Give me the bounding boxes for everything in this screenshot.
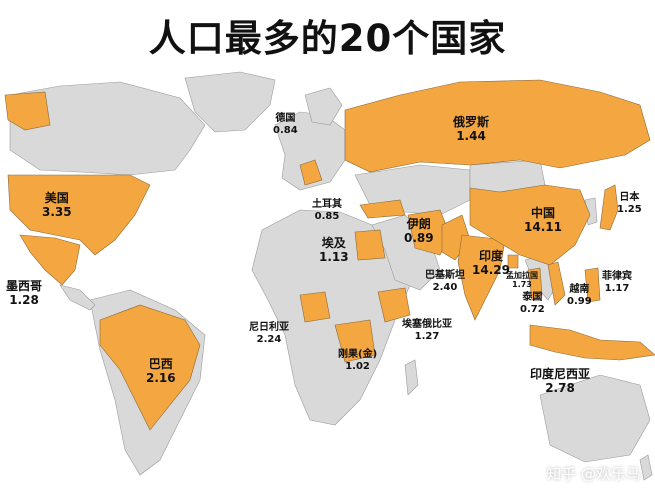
nigeria-shape	[299, 291, 331, 323]
thailand-shape	[527, 267, 543, 301]
vietnam-shape	[547, 261, 566, 306]
philippines-shape	[584, 267, 601, 303]
label-drcongo: 刚果(金) 1.02	[338, 349, 378, 372]
page-title: 人口最多的20个国家	[148, 17, 507, 60]
label-vietnam: 越南 0.99	[567, 284, 592, 307]
label-nigeria: 尼日利亚 2.24	[249, 322, 289, 345]
ethiopia-shape	[377, 287, 411, 323]
japan-shape	[599, 184, 619, 231]
label-brazil: 巴西 2.16	[146, 357, 176, 385]
bangladesh-shape	[507, 254, 519, 269]
mexico-shape	[19, 234, 81, 286]
label-bangladesh: 孟加拉国 1.73	[506, 271, 538, 290]
label-egypt: 埃及 1.13	[319, 236, 349, 264]
label-indonesia: 印度尼西亚 2.78	[530, 367, 591, 395]
drcongo-shape	[334, 319, 376, 363]
label-turkey: 土耳其 0.85	[312, 199, 342, 222]
alaska-shape	[4, 91, 51, 131]
label-mexico: 墨西哥 1.28	[6, 279, 43, 307]
russia-shape	[344, 79, 651, 173]
label-russia: 俄罗斯 1.44	[453, 115, 490, 143]
label-philippines: 菲律宾 1.17	[602, 271, 632, 294]
world-map	[4, 71, 655, 481]
china-shape	[469, 184, 591, 266]
turkey-shape	[359, 199, 406, 219]
label-india: 印度 14.29	[472, 249, 510, 277]
label-pakistan: 巴基斯坦 2.40	[425, 270, 465, 293]
label-usa: 美国 3.35	[42, 191, 72, 219]
madagascar-land	[404, 359, 419, 396]
new-zealand-land	[639, 454, 653, 481]
label-germany: 德国 0.84	[273, 113, 298, 136]
scandinavia-land	[304, 87, 343, 126]
usa-shape	[7, 174, 151, 256]
label-thailand: 泰国 0.72	[520, 292, 545, 315]
australia-land	[539, 374, 651, 463]
label-ethiopia: 埃塞俄比亚 1.27	[402, 319, 452, 342]
indonesia-shape	[529, 324, 655, 361]
canada-land	[9, 81, 206, 176]
watermark: 知乎 @欢乐马	[546, 465, 641, 483]
greenland-land	[184, 71, 276, 133]
central-america-land	[59, 284, 96, 311]
africa-land	[251, 209, 411, 426]
label-japan: 日本 1.25	[617, 192, 642, 215]
brazil-shape	[99, 304, 201, 431]
germany-shape	[299, 159, 323, 186]
label-china: 中国 14.11	[524, 206, 562, 234]
label-iran: 伊朗 0.89	[404, 217, 434, 245]
egypt-shape	[354, 229, 386, 261]
